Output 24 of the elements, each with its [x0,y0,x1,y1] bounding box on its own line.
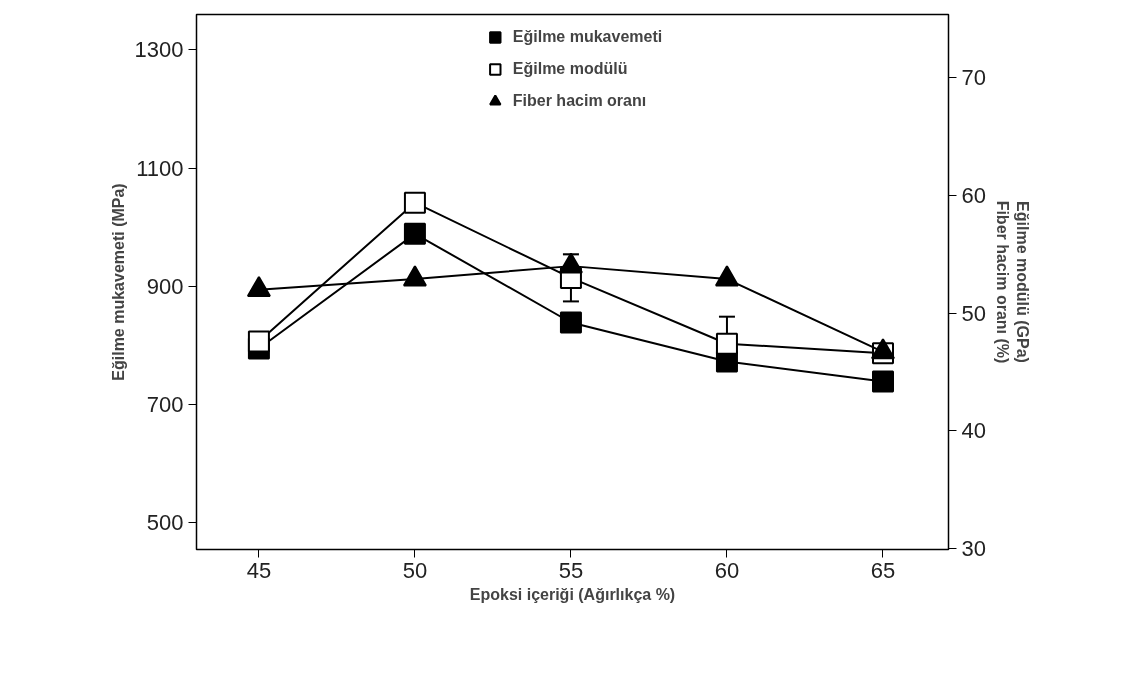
x-tick-label: 55 [558,557,584,583]
point [559,311,582,334]
y-tick-label: 1300 [134,37,184,63]
y2-axis-title: Eğilme modülü (GPa) Fiber hacim oranı (%) [993,200,1032,364]
y-tick-label: 900 [146,273,184,299]
x-tick-label: 45 [246,557,272,583]
legend-label: Eğilme mukavemeti [512,28,663,46]
y2-tick-label: 30 [961,535,986,561]
y-tick-label: 1100 [136,155,184,181]
y2-tick-label: 60 [961,183,986,209]
y2-tick-label: 70 [961,65,986,91]
legend-label: Eğilme modülü [512,60,628,78]
legend-label: Fiber hacim oranı [512,92,647,110]
y2-tick-label: 40 [961,418,986,444]
point [871,370,894,393]
y-axis-title: Eğilme mukavemeti (MPa) [109,183,127,381]
y-tick-label: 700 [146,392,184,418]
x-tick-label: 60 [714,557,740,583]
x-tick-label: 50 [402,557,428,583]
point [403,222,426,245]
y2-tick-label: 50 [961,300,986,326]
y-tick-label: 500 [146,510,184,536]
x-axis-title: Epoksi içeriği (Ağırlıkça %) [469,585,676,603]
x-tick-label: 65 [870,557,896,583]
